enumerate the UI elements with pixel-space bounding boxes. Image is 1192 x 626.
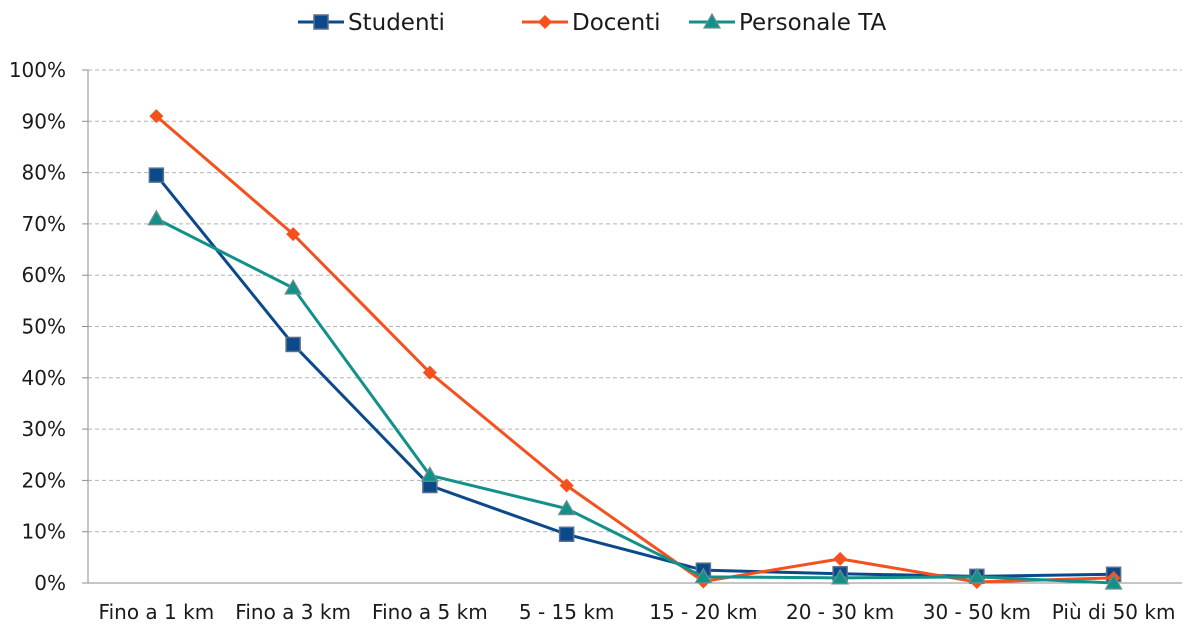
data-point-docenti bbox=[559, 478, 574, 493]
series-personale-ta bbox=[147, 209, 1123, 590]
series-line-studenti bbox=[155, 174, 1114, 578]
data-point-personale-ta bbox=[967, 567, 986, 584]
y-tick-label: 10% bbox=[22, 520, 66, 544]
legend-item-personale-ta: Personale TA bbox=[689, 10, 886, 36]
y-tick-label: 50% bbox=[22, 315, 66, 339]
x-tick-label: 30 - 50 km bbox=[923, 600, 1031, 624]
data-point-studenti bbox=[148, 167, 165, 183]
y-axis-ticks: 0% 10% 20% 30% 40% 50% 60% 70% 80% 90% 100% bbox=[9, 58, 66, 595]
y-tick-label: 80% bbox=[22, 161, 66, 185]
data-point-docenti bbox=[286, 227, 301, 242]
y-tick-label: 70% bbox=[22, 212, 66, 236]
data-point-studenti bbox=[285, 336, 301, 353]
data-point-docenti bbox=[833, 551, 848, 566]
y-tick-label: 60% bbox=[22, 263, 66, 287]
data-point-docenti bbox=[149, 109, 164, 124]
axes bbox=[82, 69, 1182, 584]
x-tick-label: Fino a 5 km bbox=[372, 600, 488, 624]
legend-item-studenti: Studenti bbox=[298, 10, 445, 36]
data-point-personale-ta bbox=[420, 466, 439, 482]
y-tick-label: 90% bbox=[22, 109, 66, 133]
data-point-personale-ta bbox=[831, 568, 850, 585]
legend-marker bbox=[702, 12, 722, 29]
data-point-personale-ta bbox=[694, 567, 713, 584]
y-tick-label: 30% bbox=[22, 417, 66, 441]
y-tick-label: 40% bbox=[22, 366, 66, 390]
data-point-personale-ta bbox=[284, 278, 303, 295]
legend-marker bbox=[538, 15, 552, 29]
x-tick-label: 20 - 30 km bbox=[786, 600, 894, 624]
y-tick-label: 0% bbox=[34, 571, 66, 595]
series-line-personale-ta bbox=[155, 217, 1114, 585]
legend-item-docenti: Docenti bbox=[522, 10, 661, 36]
x-tick-label: Fino a 1 km bbox=[99, 600, 215, 624]
legend-label: Studenti bbox=[348, 10, 445, 36]
x-tick-label: Fino a 3 km bbox=[235, 600, 351, 624]
legend-label: Personale TA bbox=[739, 10, 886, 36]
data-point-personale-ta bbox=[147, 209, 166, 226]
x-tick-label: Più di 50 km bbox=[1052, 600, 1176, 624]
y-tick-label: 20% bbox=[22, 468, 66, 492]
gridlines bbox=[88, 69, 1182, 533]
series-group bbox=[147, 109, 1123, 590]
legend: Studenti Docenti Personale TA bbox=[298, 10, 886, 36]
data-point-studenti bbox=[558, 526, 575, 543]
x-tick-label: 15 - 20 km bbox=[649, 600, 757, 624]
legend-label: Docenti bbox=[572, 10, 661, 36]
data-point-personale-ta bbox=[1104, 573, 1123, 590]
x-tick-label: 5 - 15 km bbox=[519, 600, 615, 624]
y-tick-label: 100% bbox=[9, 58, 66, 82]
x-axis-ticks: Fino a 1 km Fino a 3 km Fino a 5 km 5 - 15 … bbox=[99, 600, 1176, 624]
data-point-docenti bbox=[422, 365, 437, 380]
data-point-personale-ta bbox=[557, 499, 576, 516]
legend-marker bbox=[313, 14, 329, 30]
